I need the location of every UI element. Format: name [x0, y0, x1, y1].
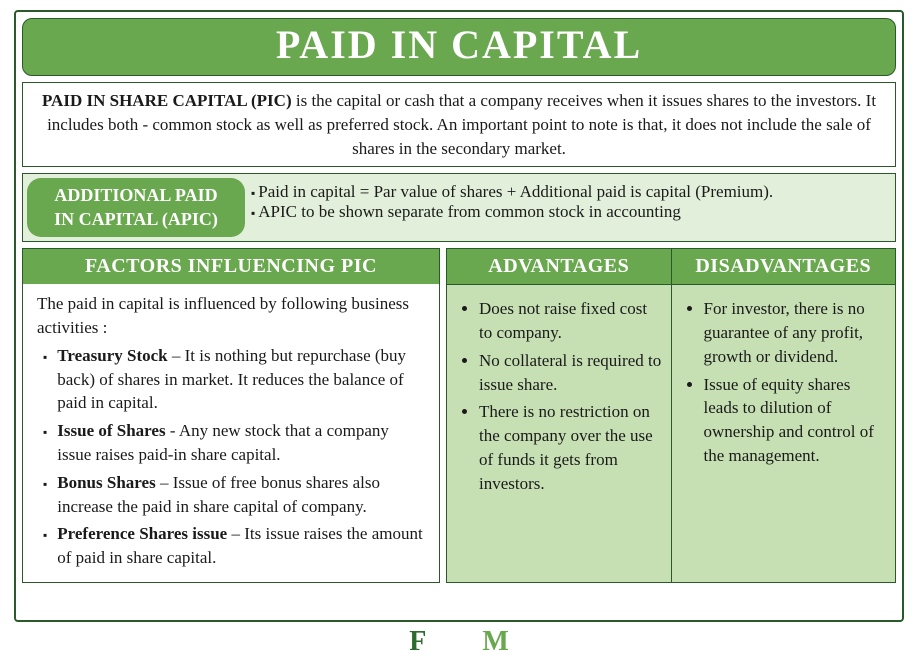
- apic-bullets: Paid in capital = Par value of shares + …: [249, 174, 895, 241]
- page-title: PAID IN CAPITAL: [276, 22, 642, 67]
- disadvantage-item: Issue of equity shares leads to dilution…: [704, 373, 888, 468]
- adv-dis-column: ADVANTAGES DISADVANTAGES Does not raise …: [446, 248, 896, 583]
- advantage-item: Does not raise fixed cost to company.: [479, 297, 663, 345]
- apic-label-line2: IN CAPITAL (APIC): [54, 209, 218, 229]
- footer-m: M: [482, 626, 508, 657]
- factor-item: Preference Shares issue – Its issue rais…: [43, 522, 425, 570]
- factor-item: Issue of Shares - Any new stock that a c…: [43, 419, 425, 467]
- apic-label-line1: ADDITIONAL PAID: [54, 185, 217, 205]
- factors-column: FACTORS INFLUENCING PIC The paid in capi…: [22, 248, 440, 583]
- apic-bullet: Paid in capital = Par value of shares + …: [251, 182, 883, 202]
- factors-body: The paid in capital is influenced by fol…: [23, 284, 439, 582]
- definition-box: PAID IN SHARE CAPITAL (PIC) is the capit…: [22, 82, 896, 167]
- factors-header: FACTORS INFLUENCING PIC: [23, 249, 439, 284]
- disadvantages-body: For investor, there is no guarantee of a…: [672, 285, 897, 583]
- apic-label: ADDITIONAL PAID IN CAPITAL (APIC): [27, 178, 245, 237]
- footer-logo: F M: [14, 626, 904, 658]
- advantages-header: ADVANTAGES: [446, 248, 672, 285]
- main-grid: FACTORS INFLUENCING PIC The paid in capi…: [22, 248, 896, 583]
- disadvantage-item: For investor, there is no guarantee of a…: [704, 297, 888, 368]
- definition-lead: PAID IN SHARE CAPITAL (PIC): [42, 91, 292, 110]
- factor-item: Bonus Shares – Issue of free bonus share…: [43, 471, 425, 519]
- apic-row: ADDITIONAL PAID IN CAPITAL (APIC) Paid i…: [22, 173, 896, 242]
- disadvantages-header: DISADVANTAGES: [672, 248, 897, 285]
- apic-bullet: APIC to be shown separate from common st…: [251, 202, 883, 222]
- advantage-item: There is no restriction on the company o…: [479, 400, 663, 495]
- factors-intro: The paid in capital is influenced by fol…: [37, 292, 425, 340]
- factor-item: Treasury Stock – It is nothing but repur…: [43, 344, 425, 415]
- infographic-frame: PAID IN CAPITAL PAID IN SHARE CAPITAL (P…: [14, 10, 904, 622]
- advantage-item: No collateral is required to issue share…: [479, 349, 663, 397]
- title-banner: PAID IN CAPITAL: [22, 18, 896, 76]
- advantages-body: Does not raise fixed cost to company. No…: [446, 285, 672, 583]
- footer-f: F: [409, 626, 426, 657]
